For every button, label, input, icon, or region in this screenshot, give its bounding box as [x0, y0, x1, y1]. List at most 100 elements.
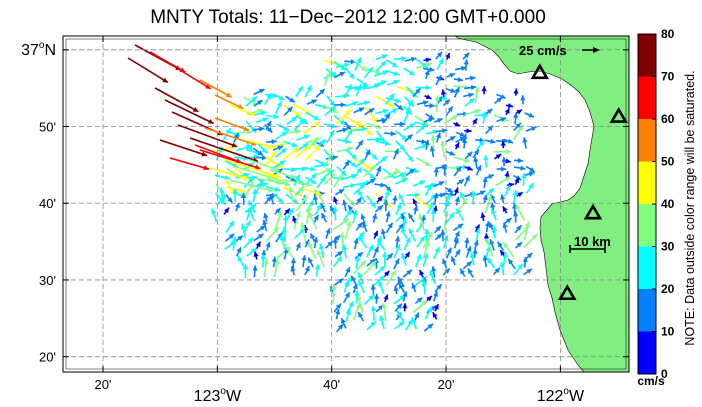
current-vector-498 [295, 242, 301, 251]
current-vector-27 [334, 71, 346, 79]
current-vector-363 [251, 189, 258, 203]
current-vector-101 [283, 106, 294, 116]
current-vector-25 [463, 59, 469, 71]
current-vector-188 [445, 135, 456, 143]
current-vector-44 [416, 85, 431, 91]
current-vector-642 [381, 302, 387, 322]
current-vector-136 [394, 121, 406, 127]
current-vector-338 [272, 193, 284, 204]
current-vector-540 [454, 249, 461, 258]
current-vector-125 [255, 117, 269, 124]
current-vector-439 [514, 203, 526, 221]
current-vector-291 [362, 164, 377, 178]
current-vector-680 [249, 159, 280, 172]
current-vector-618 [342, 291, 351, 303]
current-vector-185 [404, 133, 414, 143]
current-vector-433 [445, 211, 456, 224]
current-vector-513 [453, 237, 459, 249]
current-vector-556 [354, 255, 360, 269]
current-vector-383 [470, 190, 476, 205]
current-vector-237 [392, 148, 400, 160]
current-vector-647 [432, 311, 438, 320]
current-vector-251 [263, 150, 278, 168]
current-vector-553 [307, 257, 314, 268]
current-vector-236 [363, 149, 371, 161]
current-vector-61 [375, 95, 395, 108]
current-vector-298 [453, 165, 462, 177]
current-vector-411 [502, 205, 508, 214]
y-tick-label-2: 40' [39, 196, 56, 211]
current-vector-539 [445, 247, 452, 259]
current-vector-264 [394, 167, 408, 180]
current-vector-73 [245, 95, 258, 107]
current-vector-328 [495, 176, 511, 186]
current-vector-260 [355, 157, 366, 169]
current-vector-683 [299, 187, 322, 196]
current-vector-605 [429, 270, 436, 285]
current-vector-393 [283, 208, 291, 216]
current-vector-254 [293, 166, 307, 172]
current-vector-221 [522, 137, 528, 149]
current-vector-493 [232, 236, 238, 251]
current-vector-459 [453, 223, 464, 232]
current-vector-432 [430, 208, 436, 222]
current-vector-356 [503, 184, 511, 197]
current-vector-197 [236, 144, 252, 152]
current-vector-504 [353, 238, 359, 250]
current-vector-84 [364, 106, 379, 124]
current-vector-362 [241, 192, 247, 205]
current-vector-212 [414, 144, 428, 150]
current-vector-485 [440, 229, 446, 242]
current-vector-555 [332, 255, 343, 268]
current-vector-669 [229, 179, 274, 193]
current-vector-361 [232, 188, 238, 203]
current-vector-209 [365, 148, 378, 161]
current-vector-502 [332, 237, 339, 249]
current-vector-552 [301, 255, 307, 268]
current-vector-229 [282, 147, 301, 161]
current-vector-423 [342, 208, 353, 221]
current-vector-213 [424, 139, 430, 150]
x-tick-label-0: 20' [95, 377, 112, 392]
current-vector-168 [525, 126, 537, 132]
current-vector-449 [332, 218, 350, 231]
current-vector-615 [421, 279, 427, 295]
current-vector-35 [464, 75, 476, 81]
current-vector-269 [464, 165, 473, 171]
current-vector-648 [336, 323, 344, 333]
current-vector-530 [341, 244, 348, 259]
current-vector-446 [293, 211, 301, 230]
current-vector-46 [445, 88, 457, 94]
current-vector-238 [415, 157, 432, 167]
current-vector-151 [284, 129, 301, 135]
current-vector-55 [304, 84, 312, 98]
current-vector-40 [373, 80, 387, 86]
current-vector-182 [366, 136, 382, 142]
current-vector-568 [482, 255, 488, 268]
current-vector-624 [402, 291, 408, 302]
current-vector-139 [423, 117, 435, 123]
current-vector-496 [265, 241, 271, 251]
current-vector-110 [383, 108, 399, 117]
current-vector-83 [356, 100, 370, 106]
current-vector-522 [253, 251, 259, 260]
current-vector-272 [496, 166, 507, 172]
current-vector-344 [353, 183, 366, 195]
current-vector-675 [199, 79, 232, 98]
current-vector-602 [396, 276, 405, 288]
current-vector-514 [464, 237, 470, 249]
current-vector-495 [255, 241, 262, 250]
current-vector-154 [336, 127, 349, 133]
current-vector-620 [363, 294, 375, 306]
current-vector-56 [315, 88, 326, 98]
scale-bar-label: 10 km [574, 234, 611, 249]
current-vector-571 [507, 258, 516, 270]
current-vector-53 [285, 95, 296, 104]
station-2-triangle [609, 106, 628, 123]
x-tick-label-1: 123oW [194, 386, 242, 405]
current-vector-508 [394, 236, 401, 248]
current-vector-326 [463, 175, 471, 187]
current-vector-486 [453, 230, 460, 242]
current-vector-349 [424, 183, 432, 196]
current-vector-662 [177, 124, 238, 148]
